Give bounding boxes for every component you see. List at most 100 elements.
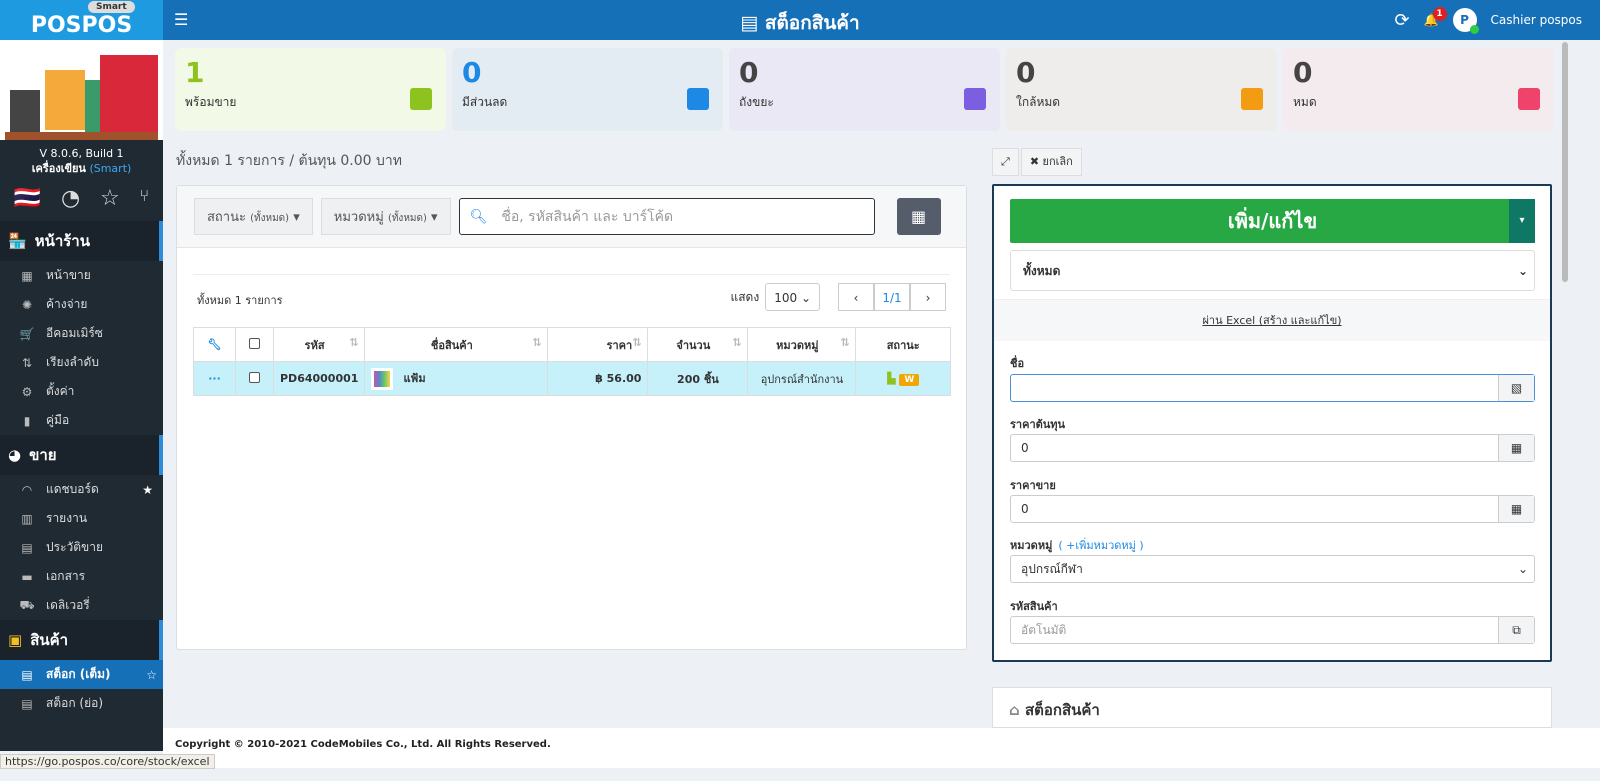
wrench-icon[interactable]: 🔧︎: [193, 327, 236, 362]
dashboard-icon: ◠: [21, 482, 33, 497]
bell-icon[interactable]: 🔔 1: [1424, 7, 1447, 27]
next-page-button[interactable]: ›: [910, 283, 946, 311]
branch-icon[interactable]: ⑂: [139, 186, 150, 205]
sort-icon: ⇅: [21, 355, 33, 370]
category-filter[interactable]: หมวดหมู่ (ทั้งหมด) ▾: [320, 198, 451, 235]
user-name[interactable]: Cashier pospos: [1490, 13, 1582, 27]
col-qty[interactable]: จำนวน ⇅: [647, 327, 749, 362]
excel-link[interactable]: ผ่าน Excel (สร้าง และแก้ไข): [994, 299, 1550, 341]
price-input[interactable]: 0 ▦: [1010, 495, 1535, 523]
gear-icon: ⚙: [21, 384, 33, 399]
add-edit-button[interactable]: เพิ่ม/แก้ไข ▾: [1010, 199, 1535, 243]
footer: Copyright © 2010-2021 CodeMobiles Co., L…: [163, 728, 1600, 768]
stock-icon: ▤: [21, 667, 33, 682]
name-input[interactable]: ▧: [1010, 374, 1535, 402]
sidebar-item-ecommerce[interactable]: 🛒 อีคอมเมิร์ซ: [0, 319, 163, 348]
col-category[interactable]: หมวดหมู่ ⇅: [747, 327, 857, 362]
stat-card-discount[interactable]: 0 มีส่วนลด: [452, 48, 723, 131]
sidebar-item-reports[interactable]: ▥ รายงาน: [0, 504, 163, 533]
sidebar-item-dashboard[interactable]: ◠ แดชบอร์ด ★: [0, 475, 163, 504]
add-category-link[interactable]: ( +เพิ่มหมวดหมู่ ): [1058, 539, 1144, 552]
stock-summary: ทั้งหมด 1 รายการ / ต้นทุน 0.00 บาท: [176, 153, 402, 169]
header: หมวดหมู่: [776, 338, 819, 352]
header: ชื่อสินค้า: [430, 338, 473, 352]
gauge-icon[interactable]: ◔: [61, 186, 81, 211]
stat-card-low-stock[interactable]: 0 ใกล้หมด: [1006, 48, 1277, 131]
product-name-cell: แฟ้ม: [364, 361, 549, 396]
sidebar-item-delivery[interactable]: ⛟ เดลิเวอรี่: [0, 591, 163, 620]
col-name[interactable]: ชื่อสินค้า ⇅: [364, 327, 549, 362]
stat-value: 1: [185, 56, 205, 89]
row-actions-button[interactable]: ···: [193, 361, 236, 396]
price-label: ราคาขาย: [1010, 479, 1056, 492]
col-status[interactable]: สถานะ: [855, 327, 951, 362]
search-input[interactable]: 🔍︎ ชื่อ, รหัสสินค้า และ บาร์โค้ด: [458, 198, 875, 235]
section-storefront[interactable]: 🏪 หน้าร้าน: [0, 221, 163, 261]
col-price[interactable]: ราคา ⇅: [547, 327, 649, 362]
row-checkbox[interactable]: [235, 361, 274, 396]
sidebar-item-stock-full[interactable]: ▤ สต็อก (เต็ม) ☆: [0, 660, 163, 689]
category-select[interactable]: อุปกรณ์กีฬา ⌄: [1010, 555, 1535, 583]
avatar[interactable]: P: [1452, 8, 1479, 34]
code-placeholder: อัตโนมัติ: [1021, 623, 1067, 637]
status-filter[interactable]: สถานะ (ทั้งหมด) ▾: [194, 198, 313, 235]
cancel-button[interactable]: ✖ ยกเลิก: [1020, 148, 1082, 176]
price-value: 0: [1021, 502, 1029, 516]
select-all-checkbox[interactable]: [235, 327, 274, 362]
calculator-icon[interactable]: ▦: [1498, 496, 1534, 522]
page-size: 100: [774, 291, 798, 305]
sidebar-item-settings[interactable]: ⚙ ตั้งค่า: [0, 377, 163, 406]
label: หน้าขาย: [46, 268, 91, 282]
sidebar-item-manual[interactable]: ▮ คู่มือ: [0, 406, 163, 435]
section-sales[interactable]: ◕ ขาย: [0, 435, 163, 475]
sublabel: (ทั้งหมด): [250, 213, 290, 224]
image-icon[interactable]: ▧: [1498, 375, 1534, 401]
label: เอกสาร: [46, 569, 86, 583]
search-icon: 🔍︎: [469, 208, 488, 225]
add-edit-label: เพิ่ม/แก้ไข: [1227, 209, 1318, 233]
col-code[interactable]: รหัส ⇅: [272, 327, 366, 362]
thai-flag-icon[interactable]: 🇹🇭: [13, 186, 42, 211]
table-row[interactable]: ··· PD64000001 แฟ้ม ฿ 56.00 200 ชิ้น อุป…: [193, 361, 951, 396]
label: เดลิเวอรี่: [46, 598, 90, 612]
section-products[interactable]: ▣ สินค้า: [0, 620, 163, 660]
scrollbar[interactable]: [1562, 42, 1568, 282]
sidebar-item-sort[interactable]: ⇅ เรียงลำดับ: [0, 348, 163, 377]
label: แดชบอร์ด: [46, 482, 99, 496]
logo[interactable]: POSPOS Smart: [0, 0, 163, 40]
show-label: แสดง: [730, 289, 760, 304]
sidebar-item-stock-short[interactable]: ▤ สต็อก (ย่อ): [0, 689, 163, 718]
status-url: https://go.pospos.co/core/stock/excel: [0, 754, 215, 769]
mode-select[interactable]: ทั้งหมด ⌄: [1010, 250, 1535, 291]
sidebar-item-pending[interactable]: ✺ ค้างจ่าย: [0, 290, 163, 319]
star-outline-icon[interactable]: ☆: [146, 667, 157, 682]
w-badge: W: [899, 374, 920, 386]
label: เรียงลำดับ: [46, 355, 99, 369]
cost-input[interactable]: 0 ▦: [1010, 434, 1535, 462]
sidebar-item-sales-history[interactable]: ▤ ประวัติขาย: [0, 533, 163, 562]
label: สต็อก (ย่อ): [46, 696, 104, 710]
star-icon[interactable]: ★: [142, 482, 153, 497]
sidebar-item-sell[interactable]: ▦ หน้าขาย: [0, 261, 163, 290]
expand-button[interactable]: ⤢: [992, 148, 1019, 176]
section-label: สินค้า: [30, 631, 69, 649]
stat-card-ready[interactable]: 1 พร้อมขาย: [175, 48, 446, 131]
refresh-icon[interactable]: ⟳: [1394, 9, 1410, 31]
calculator-icon[interactable]: ▦: [1498, 435, 1534, 461]
page-size-select[interactable]: 100 ⌄: [765, 283, 820, 311]
stat-card-out-of-stock[interactable]: 0 หมด: [1283, 48, 1554, 131]
caret-down-icon[interactable]: ▾: [1509, 199, 1535, 243]
star-icon[interactable]: ☆: [99, 186, 120, 211]
sidebar-item-documents[interactable]: ▬ เอกสาร: [0, 562, 163, 591]
pie-chart-icon: ◕: [8, 446, 22, 464]
discount-box-icon: [687, 88, 709, 110]
stat-card-trash[interactable]: 0 ถังขยะ: [729, 48, 1000, 131]
grid-view-button[interactable]: ▦: [896, 198, 941, 235]
code-input[interactable]: อัตโนมัติ ⧉: [1010, 616, 1535, 644]
menu-toggle-icon[interactable]: ☰: [174, 10, 189, 29]
page-title: ▤ สต็อกสินค้า: [740, 12, 860, 34]
copy-icon[interactable]: ⧉: [1498, 617, 1534, 643]
header: จำนวน: [676, 338, 711, 352]
current-page[interactable]: 1/1: [874, 283, 910, 311]
prev-page-button[interactable]: ‹: [838, 283, 874, 311]
